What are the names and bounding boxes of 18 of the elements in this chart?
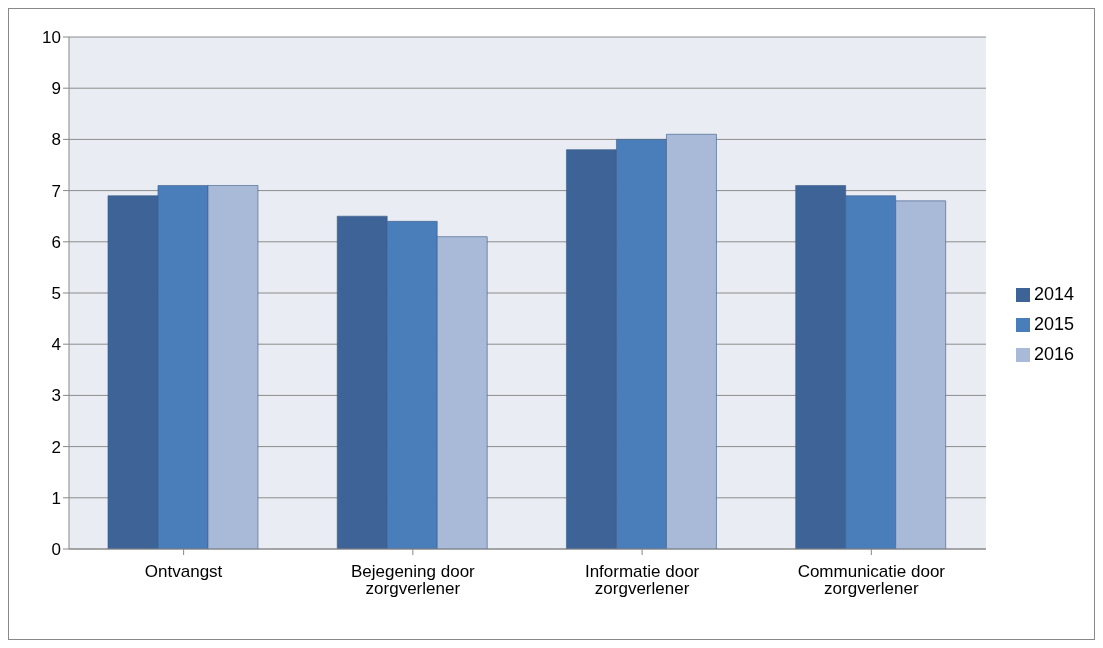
- x-tick-label: Ontvangst: [144, 562, 223, 582]
- y-tick-label: 10: [42, 28, 61, 48]
- y-tick-label: 8: [51, 130, 61, 150]
- y-tick-label: 0: [51, 540, 61, 560]
- y-tick-label: 3: [51, 386, 61, 406]
- x-tick-label: Bejegening door zorgverlener: [350, 562, 476, 599]
- legend-label: 2015: [1033, 314, 1074, 334]
- y-tick-label: 4: [51, 335, 61, 355]
- legend-label: 2016: [1033, 344, 1074, 364]
- y-tick-label: 1: [51, 488, 61, 508]
- y-tick-label: 7: [51, 181, 61, 201]
- y-tick-label: 6: [51, 232, 61, 252]
- y-tick-label: 2: [51, 437, 61, 457]
- x-tick-label: Communicatie door zorgverlener: [797, 562, 946, 599]
- y-tick-label: 9: [51, 79, 61, 99]
- x-tick-label: Informatie door zorgverlener: [584, 562, 700, 599]
- legend-label: 2014: [1033, 284, 1074, 304]
- y-tick-label: 5: [51, 284, 61, 304]
